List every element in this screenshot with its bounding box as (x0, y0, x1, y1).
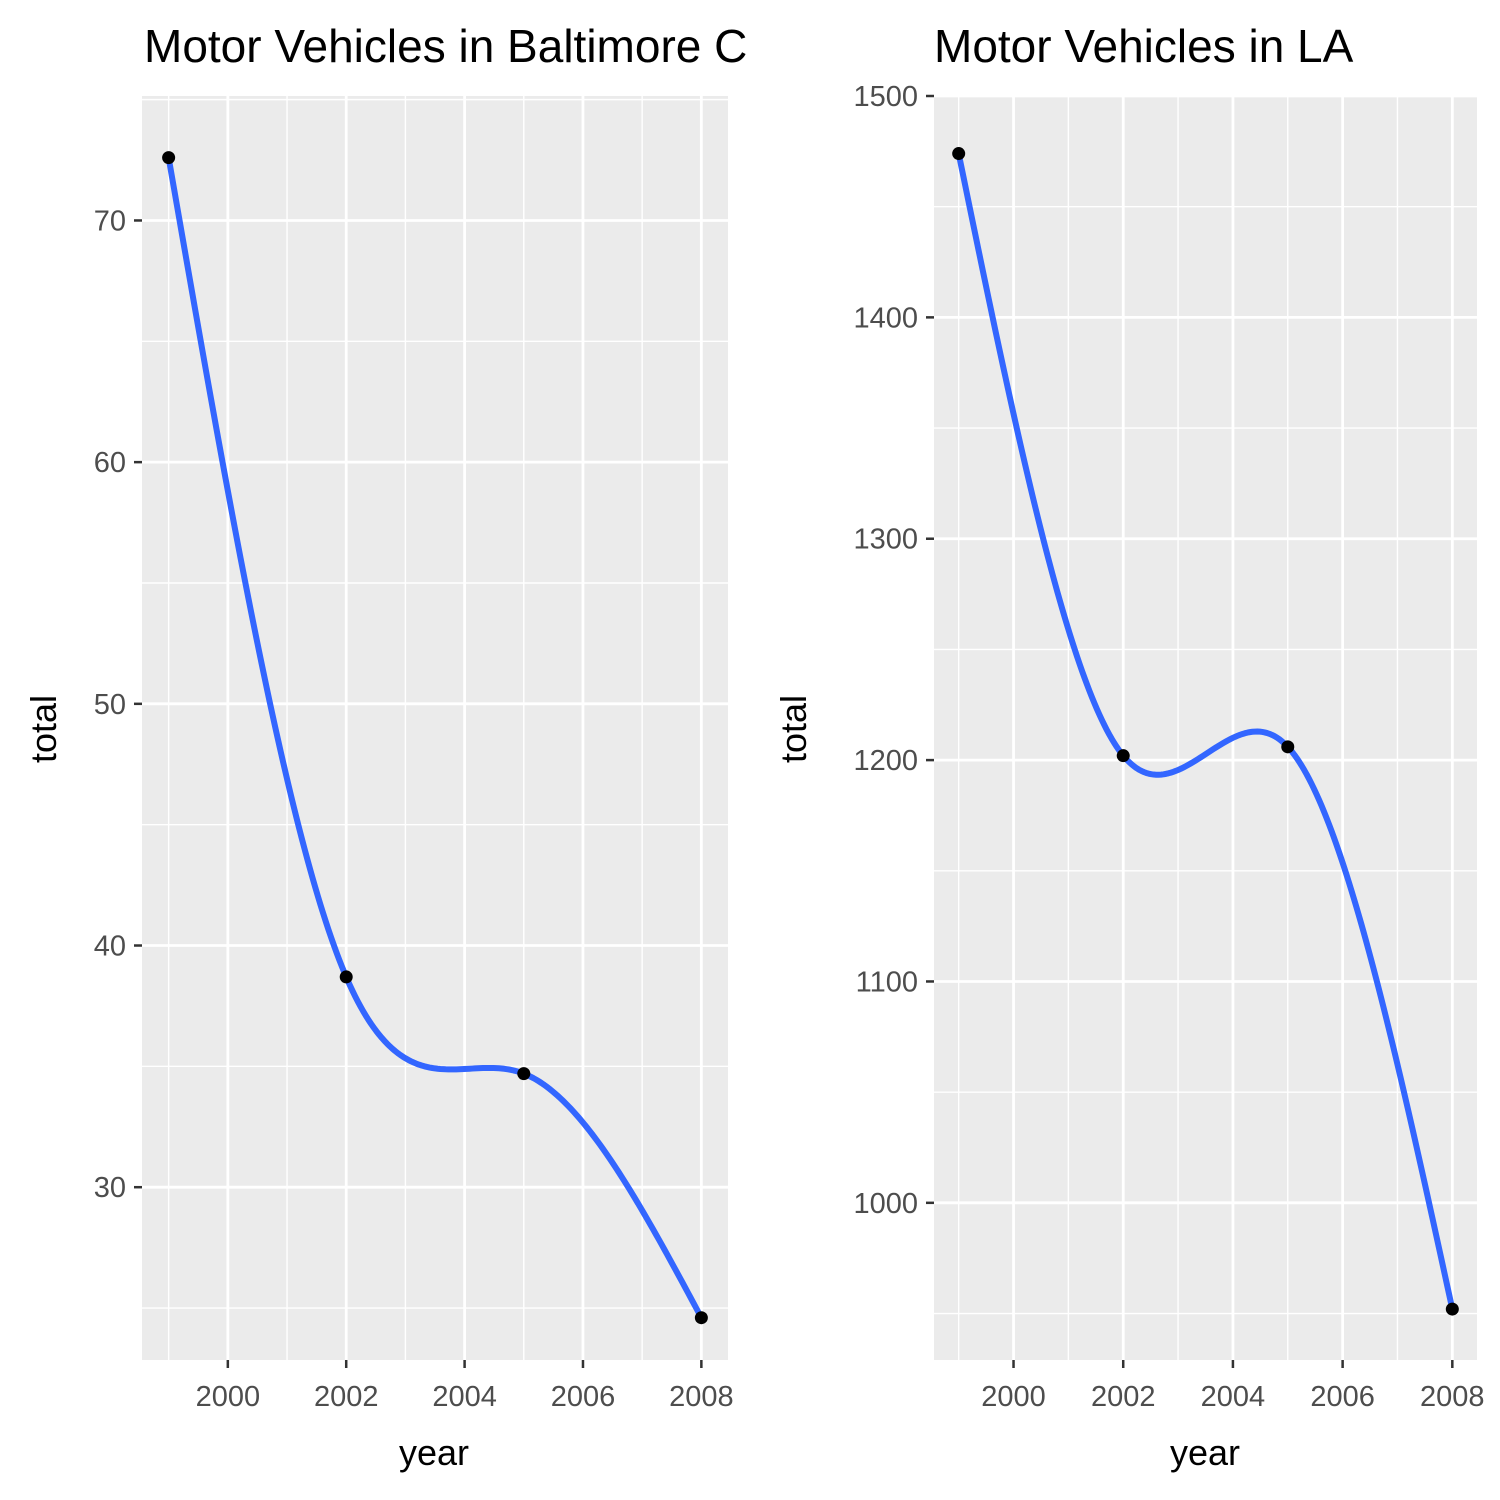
y-axis-title: total (23, 695, 64, 763)
y-tick-label: 1100 (856, 966, 918, 998)
y-tick-label: 70 (94, 205, 126, 237)
data-point (952, 147, 966, 161)
x-tick-label: 2008 (669, 1381, 734, 1413)
x-tick-label: 2004 (432, 1381, 497, 1413)
x-tick-label: 2006 (551, 1381, 616, 1413)
y-tick-label: 1500 (853, 81, 918, 113)
axis-ticks: 2000 2002 2004 2006 2008 30 40 50 60 70 (94, 205, 734, 1413)
y-tick-label: 30 (94, 1172, 126, 1204)
y-axis-title: total (773, 695, 814, 763)
chart-title: Motor Vehicles in LA (934, 20, 1354, 72)
la-chart: Motor Vehicles in LA 2000 2002 2004 2006 200… (773, 20, 1485, 1473)
smooth-line (955, 150, 1456, 1313)
x-tick-label: 2006 (1310, 1381, 1375, 1413)
y-tick-label: 1200 (853, 745, 918, 777)
y-tick-label: 50 (94, 689, 126, 721)
y-tick-label: 40 (94, 931, 126, 963)
x-tick-label: 2008 (1420, 1381, 1485, 1413)
x-tick-label: 2000 (981, 1381, 1046, 1413)
x-axis-title: year (1170, 1432, 1240, 1473)
x-tick-label: 2000 (196, 1381, 261, 1413)
y-tick-label: 1400 (853, 302, 918, 334)
data-point (1116, 749, 1130, 763)
plot-panel (142, 96, 728, 1360)
y-tick-label: 60 (94, 447, 126, 479)
axis-ticks: 2000 2002 2004 2006 2008 1000 1100 1200 1300 1400… (853, 81, 1484, 1413)
data-points (162, 151, 708, 1325)
data-point (162, 151, 176, 165)
x-tick-label: 2002 (1091, 1381, 1156, 1413)
data-points (952, 147, 1459, 1316)
y-tick-label: 1300 (853, 524, 918, 556)
plot-panel (934, 96, 1477, 1360)
x-tick-label: 2002 (314, 1381, 379, 1413)
data-point (339, 970, 353, 984)
data-point (1281, 740, 1295, 754)
data-point (1445, 1302, 1459, 1316)
data-point (694, 1311, 708, 1325)
x-tick-label: 2004 (1201, 1381, 1266, 1413)
chart-title: Motor Vehicles in Baltimore City (144, 20, 793, 72)
y-tick-label: 1000 (853, 1188, 918, 1220)
smooth-line (165, 154, 705, 1321)
grid-lines (142, 96, 728, 1360)
data-point (517, 1067, 531, 1081)
baltimore-chart: Motor Vehicles in Baltimore City 2000 200… (23, 20, 793, 1473)
grid-lines (934, 94, 1477, 1360)
x-axis-title: year (399, 1432, 469, 1473)
